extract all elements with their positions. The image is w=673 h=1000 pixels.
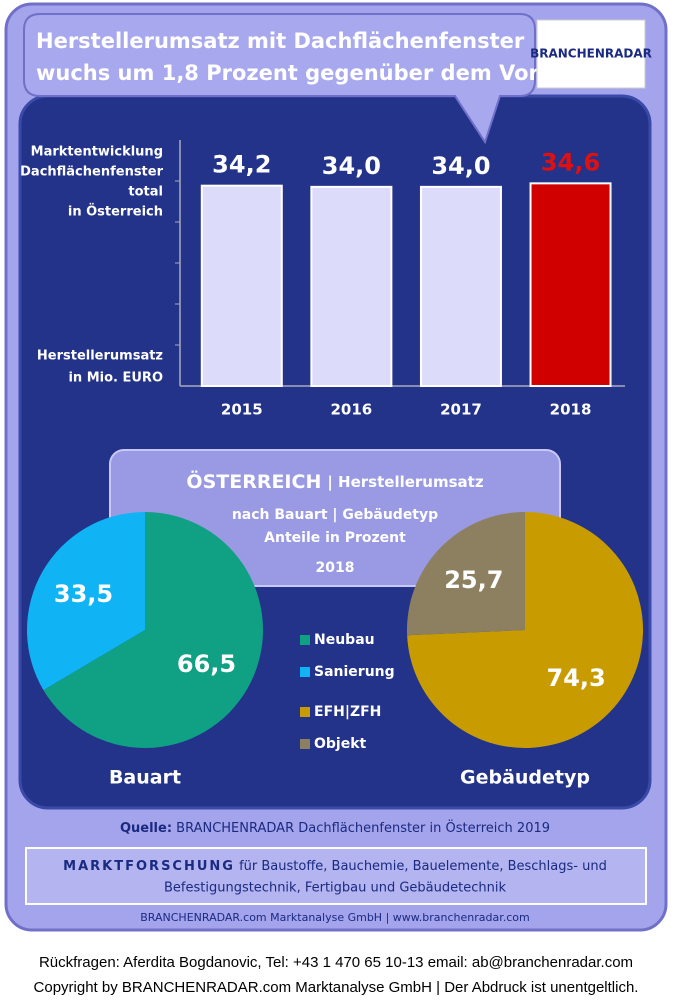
legend-label: Sanierung xyxy=(314,664,395,680)
value-label: 34,0 xyxy=(431,152,490,180)
title-line: wuchs um 1,8 Prozent gegenüber dem Vorja… xyxy=(36,61,586,85)
x-tick-label: 2017 xyxy=(440,401,482,419)
marktforschung-label: MARKTFORSCHUNG xyxy=(63,859,235,874)
info-line: 2018 xyxy=(316,560,355,576)
y-label: total xyxy=(128,185,163,200)
y-label: in Mio. EURO xyxy=(68,371,163,386)
value-label: 25,7 xyxy=(444,566,503,594)
y-label: Herstellerumsatz xyxy=(37,349,163,364)
contact-line: Copyright by BRANCHENRADAR.com Marktanal… xyxy=(34,979,639,996)
pie-title: Bauart xyxy=(109,767,181,789)
pie-slice xyxy=(27,512,146,691)
bar xyxy=(419,185,502,387)
info-heading: ÖSTERREICH | Herstellerumsatz xyxy=(186,469,483,493)
info-heading-rest: | Herstellerumsatz xyxy=(327,473,483,492)
legend-swatch xyxy=(300,667,310,677)
source-label: Quelle: xyxy=(120,821,172,836)
value-label: 34,6 xyxy=(541,148,600,176)
pie-title: Gebäudetyp xyxy=(460,767,590,789)
value-label: 66,5 xyxy=(177,650,236,678)
legend-label: Neubau xyxy=(314,632,375,648)
info-heading-main: ÖSTERREICH xyxy=(186,469,321,493)
x-tick-label: 2015 xyxy=(221,401,263,419)
title-line: Herstellerumsatz mit Dachflächenfenster xyxy=(36,29,525,53)
logo-box xyxy=(537,20,645,88)
legend-swatch xyxy=(300,707,310,717)
marktforschung-line: Befestigungstechnik, Fertigbau und Gebäu… xyxy=(164,881,506,896)
x-tick-label: 2016 xyxy=(330,401,372,419)
marktforschung-text: für Baustoffe, Bauchemie, Bauelemente, B… xyxy=(235,859,607,874)
title-bubble xyxy=(23,13,536,145)
y-label: in Österreich xyxy=(68,204,163,220)
marktforschung-line: MARKTFORSCHUNG für Baustoffe, Bauchemie,… xyxy=(63,859,607,874)
y-label: Dachflächenfenster xyxy=(20,165,163,180)
logo-border xyxy=(536,19,646,89)
value-label: 34,0 xyxy=(322,152,381,180)
source-text: BRANCHENRADAR Dachflächenfenster in Öste… xyxy=(172,819,550,836)
legend-label: EFH|ZFH xyxy=(314,704,381,720)
info-line: nach Bauart | Gebäudetyp xyxy=(232,507,438,523)
pie-slice xyxy=(43,512,264,749)
bar xyxy=(529,182,612,387)
logo: BRANCHENRADAR xyxy=(530,47,652,61)
x-tick-label: 2018 xyxy=(550,401,592,419)
value-label: 74,3 xyxy=(547,664,606,692)
legend-swatch xyxy=(300,739,310,749)
source: Quelle: BRANCHENRADAR Dachflächenfenster… xyxy=(120,819,550,836)
contact-line: Rückfragen: Aferdita Bogdanovic, Tel: +4… xyxy=(39,954,633,971)
legend-swatch xyxy=(300,635,310,645)
y-label: Marktentwicklung xyxy=(31,145,163,160)
pie-slice xyxy=(407,512,643,749)
footer: BRANCHENRADAR.com Marktanalyse GmbH | ww… xyxy=(140,911,529,924)
marktforschung-box xyxy=(25,847,647,905)
legend-label: Objekt xyxy=(314,736,367,752)
bar xyxy=(200,184,283,387)
value-label: 34,2 xyxy=(212,151,271,179)
pie-slice xyxy=(407,512,525,636)
value-label: 33,5 xyxy=(54,580,113,608)
info-line: Anteile in Prozent xyxy=(264,530,406,546)
bar xyxy=(310,185,393,387)
